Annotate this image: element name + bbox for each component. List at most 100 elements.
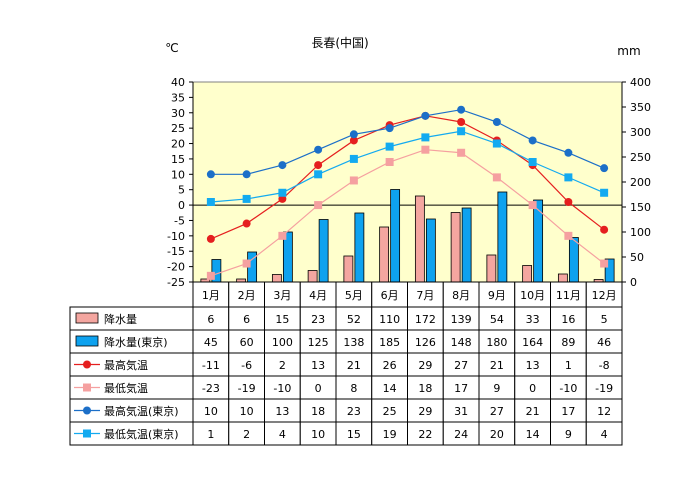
table-value-precip_tokyo: 164	[522, 336, 543, 349]
point-min_temp	[349, 176, 358, 185]
table-value-min_temp_tokyo: 24	[454, 428, 468, 441]
chart-title: 長春(中国)	[311, 35, 368, 50]
table-value-max_temp: 2	[279, 359, 286, 372]
table-header-cell	[550, 281, 587, 308]
legend-label-precip: 降水量	[104, 312, 137, 326]
line-min_temp	[210, 149, 605, 277]
table-value-max_temp: 26	[383, 359, 397, 372]
legend-marker-max_temp_tokyo	[83, 406, 91, 415]
table-value-precip_tokyo: 180	[486, 336, 507, 349]
legend-label-min_temp_tokyo: 最低気温(東京)	[104, 427, 179, 441]
table-value-min_temp: 0	[315, 382, 322, 395]
table-value-min_temp_tokyo: 10	[311, 428, 325, 441]
right-axis-tick-label: 200	[630, 176, 651, 189]
bar-precip	[522, 265, 533, 283]
table-value-precip_tokyo: 148	[451, 336, 472, 349]
right-axis-unit: mm	[617, 44, 640, 58]
point-min_temp_tokyo	[564, 173, 573, 182]
table-header-label: 2月	[238, 289, 256, 302]
table-header-label: 10月	[520, 289, 545, 302]
right-axis-tick-label: 400	[630, 76, 651, 89]
table-header-label: 7月	[416, 289, 434, 302]
legend-swatch-precip	[75, 312, 99, 324]
point-min_temp_tokyo	[242, 194, 251, 203]
right-axis-tick-label: 50	[630, 251, 644, 264]
right-axis-tick-label: 100	[630, 226, 651, 239]
table-value-max_temp: 21	[347, 359, 361, 372]
point-min_temp	[385, 158, 394, 166]
table-header-cell	[585, 281, 623, 308]
right-axis-tick-label: 350	[630, 101, 651, 114]
legend-marker-max_temp	[83, 360, 91, 369]
left-axis-tick-label: 5	[178, 184, 185, 197]
point-max_temp_tokyo	[314, 145, 323, 154]
table-cell	[585, 421, 623, 446]
table-value-min_temp_tokyo: 14	[526, 428, 540, 441]
table-value-min_temp_tokyo: 2	[243, 428, 250, 441]
point-min_temp	[242, 259, 251, 268]
table-value-max_temp_tokyo: 25	[383, 405, 397, 418]
bar-precip_tokyo	[318, 219, 329, 283]
plot-area	[192, 81, 623, 283]
line-max_temp_tokyo	[210, 109, 605, 175]
table-value-precip_tokyo: 126	[415, 336, 436, 349]
table-value-precip: 52	[347, 313, 361, 326]
point-min_temp_tokyo	[492, 139, 501, 148]
left-axis-tick-label: -20	[167, 261, 185, 274]
table-value-min_temp: 0	[529, 382, 536, 395]
point-min_temp	[206, 271, 215, 280]
table-header-label: 6月	[381, 289, 399, 302]
table-value-precip: 172	[415, 313, 436, 326]
table-value-max_temp_tokyo: 29	[418, 405, 432, 418]
table-header-label: 12月	[592, 289, 617, 302]
table-value-min_temp: 8	[350, 382, 357, 395]
point-max_temp_tokyo	[492, 118, 501, 126]
table-value-min_temp: -19	[238, 382, 256, 395]
point-max_temp	[600, 225, 609, 234]
point-min_temp	[600, 259, 609, 268]
table-value-precip: 23	[311, 313, 325, 326]
table-value-min_temp: -23	[202, 382, 220, 395]
bar-precip_tokyo	[425, 218, 436, 283]
bar-precip_tokyo	[354, 212, 365, 283]
legend-label-max_temp_tokyo: 最高気温(東京)	[104, 404, 179, 418]
table-value-max_temp_tokyo: 31	[454, 405, 468, 418]
table-value-precip: 15	[275, 313, 289, 326]
bar-precip	[414, 195, 425, 283]
point-min_temp_tokyo	[206, 198, 215, 206]
table-value-min_temp: 14	[383, 382, 397, 395]
legend-label-max_temp: 最高気温	[104, 358, 148, 372]
table-value-max_temp_tokyo: 21	[526, 405, 540, 418]
point-min_temp_tokyo	[278, 188, 287, 197]
table-value-precip: 6	[243, 313, 250, 326]
table-value-precip: 54	[490, 313, 504, 326]
point-max_temp_tokyo	[349, 130, 358, 139]
table-value-max_temp: 29	[418, 359, 432, 372]
legend-marker-min_temp	[83, 383, 91, 392]
table-value-precip_tokyo: 46	[597, 336, 611, 349]
table-value-precip: 110	[379, 313, 400, 326]
table-header-cell	[299, 281, 337, 308]
bar-precip	[307, 270, 318, 283]
point-min_temp_tokyo	[600, 188, 609, 197]
point-max_temp_tokyo	[206, 170, 215, 179]
table-value-min_temp: -10	[273, 382, 291, 395]
table-value-max_temp_tokyo: 13	[275, 405, 289, 418]
table-value-precip_tokyo: 60	[240, 336, 254, 349]
table-header-cell	[514, 281, 551, 308]
left-axis-tick-label: 25	[171, 122, 185, 135]
point-min_temp_tokyo	[385, 142, 394, 151]
point-min_temp	[314, 201, 323, 210]
table-value-min_temp_tokyo: 19	[383, 428, 397, 441]
left-axis-tick-label: -10	[167, 230, 185, 243]
right-axis-tick-label: 250	[630, 151, 651, 164]
table-value-min_temp: 17	[454, 382, 468, 395]
point-max_temp_tokyo	[528, 136, 537, 145]
point-min_temp	[564, 231, 573, 240]
legend-swatch-precip_tokyo	[75, 335, 99, 347]
table-value-precip_tokyo: 89	[561, 336, 575, 349]
legend-label-precip_tokyo: 降水量(東京)	[104, 335, 168, 349]
bar-precip_tokyo	[568, 237, 579, 283]
table-value-max_temp: 21	[490, 359, 504, 372]
